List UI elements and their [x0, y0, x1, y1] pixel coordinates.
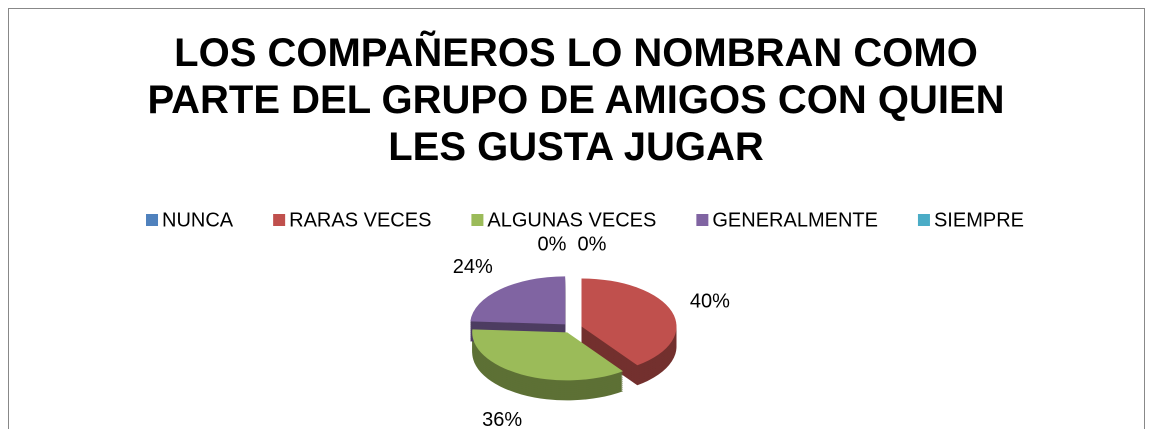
data-label: 40% — [690, 291, 730, 313]
legend-swatch — [471, 214, 484, 226]
legend-label: GENERALMENTE — [712, 209, 878, 231]
chart-title: LOS COMPAÑEROS LO NOMBRAN COMO PARTE DEL… — [147, 31, 1005, 169]
data-label: 0% — [578, 233, 607, 255]
slice — [472, 329, 624, 381]
legend-label: RARAS VECES — [289, 209, 431, 231]
legend-swatch — [917, 214, 930, 226]
data-label: 24% — [453, 256, 493, 278]
slice — [581, 278, 677, 366]
data-label: 0% — [538, 233, 567, 255]
chart-frame — [8, 8, 1145, 429]
legend-label: ALGUNAS VECES — [487, 209, 656, 231]
legend-swatch — [696, 214, 709, 226]
legend-swatch — [146, 214, 159, 226]
legend-label: SIEMPRE — [934, 209, 1024, 231]
legend-swatch — [273, 214, 286, 226]
slice — [470, 276, 566, 325]
data-label: 36% — [482, 409, 522, 429]
legend-label: NUNCA — [162, 209, 234, 231]
